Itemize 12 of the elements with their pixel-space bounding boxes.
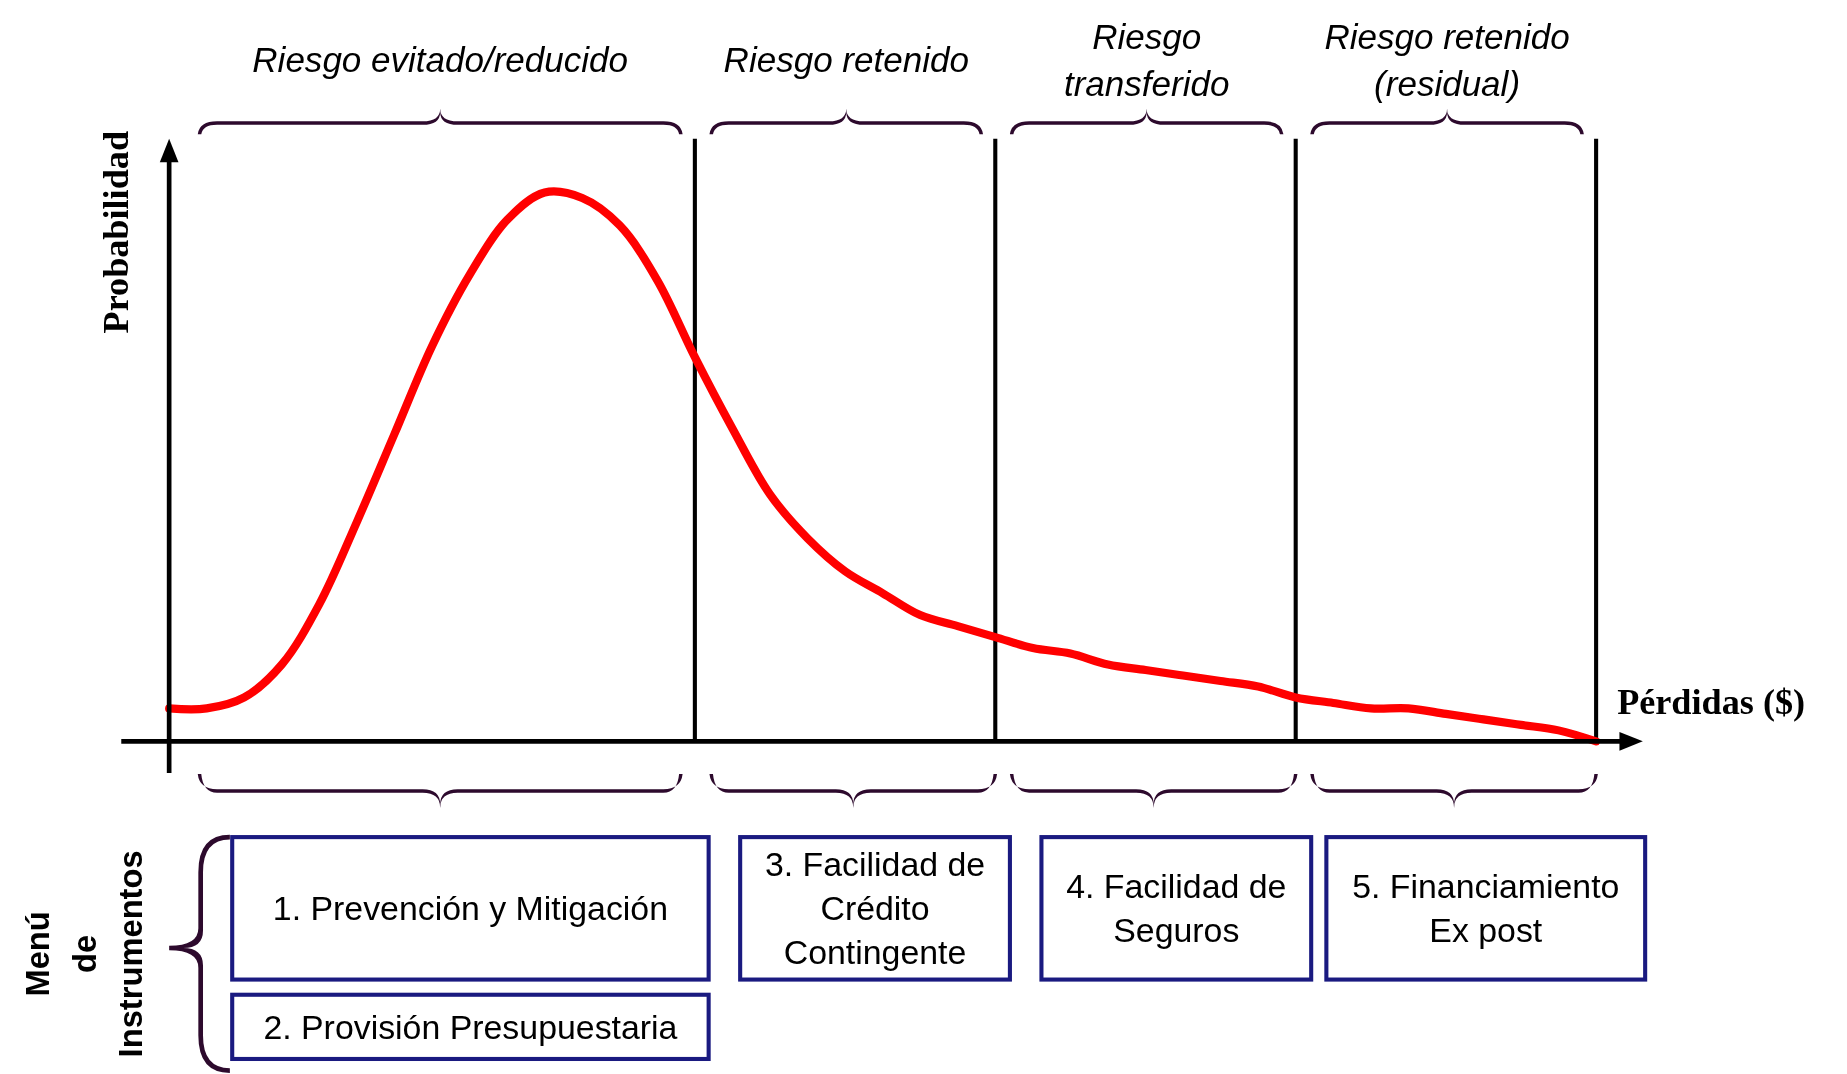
text: 1. Prevención y Mitigación <box>272 889 669 928</box>
text: Menú de Instrumentos <box>18 850 150 1058</box>
text: 3. Facilidad de Crédito Contingente <box>764 844 986 972</box>
text: Riesgo evitado/reducido <box>252 40 629 80</box>
text: Riesgo retenido <box>723 40 969 80</box>
text: 4. Facilidad de Seguros <box>1066 866 1287 950</box>
text: Riesgo transferido <box>1063 16 1230 103</box>
text: 2. Provisión Presupuestaria <box>263 1007 678 1046</box>
text: 5. Financiamiento Ex post <box>1352 866 1620 950</box>
y-axis-title: Probabilidad <box>96 130 137 334</box>
text: Riesgo retenido (residual) <box>1324 16 1570 103</box>
x-axis-title: Pérdidas ($) <box>1617 682 1806 723</box>
